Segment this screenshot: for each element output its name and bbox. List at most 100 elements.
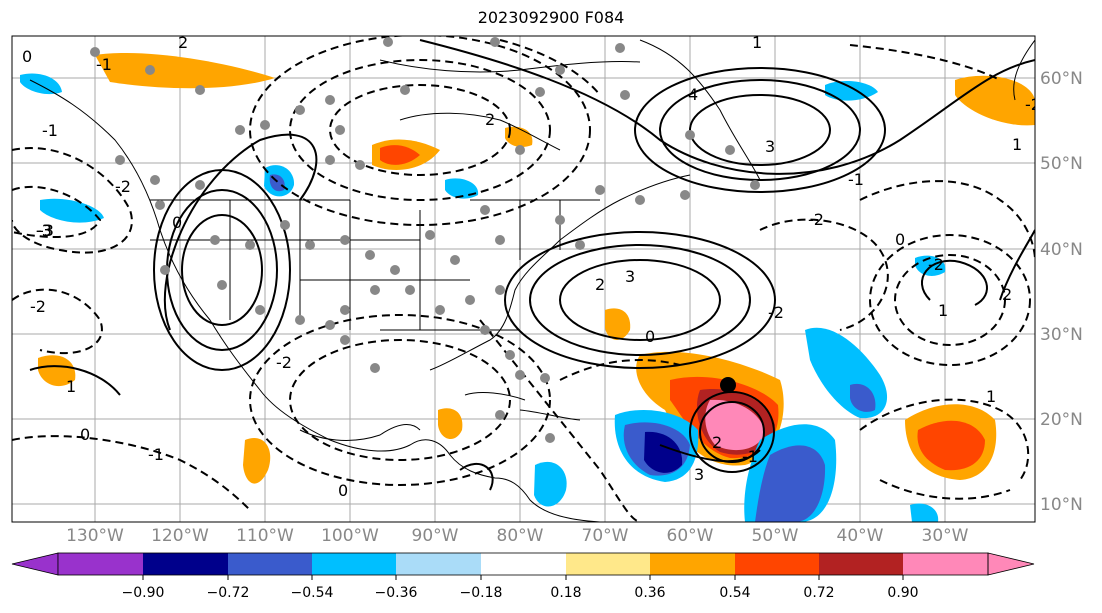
lon-label: 120°W	[151, 526, 209, 546]
lon-label: 80°W	[497, 526, 544, 546]
shade-positive	[917, 420, 985, 471]
lat-label: 40°N	[1040, 240, 1083, 260]
lon-label: 30°W	[922, 526, 969, 546]
longitude-labels: 130°W 120°W 110°W 100°W 90°W 80°W 70°W 6…	[66, 526, 969, 546]
contour-label: -2	[928, 255, 944, 274]
colorbar-tick-label: 0.54	[719, 585, 750, 601]
shade-negative	[825, 80, 878, 101]
colorbar-bin	[396, 553, 481, 575]
contour-label: -1	[148, 445, 164, 464]
colorbar-bin	[143, 553, 228, 575]
colorbar-bin	[228, 553, 312, 575]
shade-negative	[40, 198, 104, 223]
contour-label: -2	[768, 303, 784, 322]
contour-label: 1	[938, 301, 948, 320]
colorbar-bin	[650, 553, 735, 575]
shade-positive	[438, 408, 463, 440]
contour-label: 1	[1012, 135, 1022, 154]
shade-positive	[243, 438, 271, 484]
contour-label: -2	[276, 353, 292, 372]
coastlines	[29, 39, 1035, 522]
shade-negative	[910, 503, 939, 522]
shade-positive	[38, 355, 76, 387]
shade-negative	[644, 431, 683, 473]
contour-label: 2	[178, 33, 188, 52]
contour-label: 1	[986, 387, 996, 406]
colorbar-tick-label: −0.18	[460, 585, 503, 601]
contour-label: -3	[36, 221, 52, 240]
contour-label: 3	[625, 267, 635, 286]
contour-label: 2	[712, 433, 722, 452]
contour-label: -3	[36, 221, 52, 240]
map-frame	[11, 35, 1036, 523]
colorbar-bin	[481, 553, 566, 575]
contour-label: 3	[694, 465, 704, 484]
shade-negative	[445, 178, 479, 199]
cyclone-center-marker	[720, 377, 736, 393]
colorbar-bin	[735, 553, 819, 575]
colorbar-tick-label: 0.90	[887, 585, 918, 601]
shade-positive	[955, 75, 1035, 126]
colorbar-over-triangle	[987, 552, 1035, 576]
shade-negative	[20, 73, 62, 95]
contour-label: 2	[1002, 285, 1012, 304]
shade-positive	[95, 52, 275, 89]
lon-label: 60°W	[667, 526, 714, 546]
contour-label: -1	[96, 55, 112, 74]
lat-label: 10°N	[1040, 495, 1083, 515]
contour-label: 1	[752, 33, 762, 52]
contour-label: 0	[645, 327, 655, 346]
colorbar-ticks	[142, 575, 904, 580]
colorbar-outline	[57, 552, 989, 576]
lat-label: 50°N	[1040, 154, 1083, 174]
contour-label: 0	[172, 213, 182, 232]
shaded-anomalies	[20, 52, 1035, 522]
colorbar-bin	[312, 553, 396, 575]
contour-label: 1	[66, 377, 76, 396]
shade-negative	[755, 445, 826, 522]
colorbar-tick-label: −0.36	[375, 585, 418, 601]
contour-label: 2	[595, 275, 605, 294]
latitude-labels: 60°N 50°N 40°N 30°N 20°N 10°N	[1040, 69, 1083, 515]
contour-label: -1	[42, 121, 58, 140]
colorbar-under-triangle	[11, 552, 59, 576]
contour-label: -2	[808, 210, 824, 229]
contour-label: 0	[338, 481, 348, 500]
contour-label: -2	[115, 177, 131, 196]
colorbar-tick-label: −0.90	[122, 585, 165, 601]
contour-label: -1	[742, 447, 758, 466]
lat-label: 60°N	[1040, 69, 1083, 89]
contour-label: 3	[765, 137, 775, 156]
lat-label: 30°N	[1040, 325, 1083, 345]
lon-label: 110°W	[236, 526, 294, 546]
lon-label: 40°W	[837, 526, 884, 546]
colorbar-tick-labels: −0.90 −0.72 −0.54 −0.36 −0.18 0.18 0.36 …	[122, 585, 919, 601]
station-dots	[90, 37, 760, 443]
colorbar-tick-label: 0.18	[550, 585, 581, 601]
shade-positive	[705, 399, 765, 451]
contour-label: -1	[848, 170, 864, 189]
colorbar-tick-label: −0.54	[291, 585, 334, 601]
colorbar-bin	[566, 553, 650, 575]
shade-negative	[534, 461, 567, 507]
map-title: 2023092900 F084	[477, 8, 625, 27]
shade-positive	[380, 145, 420, 165]
colorbar: −0.90 −0.72 −0.54 −0.36 −0.18 0.18 0.36 …	[11, 552, 1035, 601]
colorbar-tick-label: 0.36	[634, 585, 665, 601]
shade-positive	[605, 308, 631, 340]
contour-label: -3	[38, 221, 54, 240]
lat-label: 20°N	[1040, 410, 1083, 430]
lon-label: 50°W	[752, 526, 799, 546]
colorbar-tick-label: −0.72	[207, 585, 250, 601]
contour-label: 0	[895, 230, 905, 249]
contours-negative	[12, 36, 1035, 522]
colorbar-bin	[903, 553, 988, 575]
colorbar-bin	[819, 553, 903, 575]
map-area: 0 2 -1 -2 -3 0 -2 2 3 4 1 0 -1 -2 -3 1 2…	[12, 33, 1041, 522]
contour-label-group: 0 2 -1 -2 -3 0 -2 2 3 4 1 0 -1 -2 -3 1 2…	[22, 33, 1041, 500]
contour-label: -2	[1025, 95, 1041, 114]
lon-label: 100°W	[321, 526, 379, 546]
colorbar-tick-label: 0.72	[803, 585, 834, 601]
colorbar-bin	[58, 553, 143, 575]
